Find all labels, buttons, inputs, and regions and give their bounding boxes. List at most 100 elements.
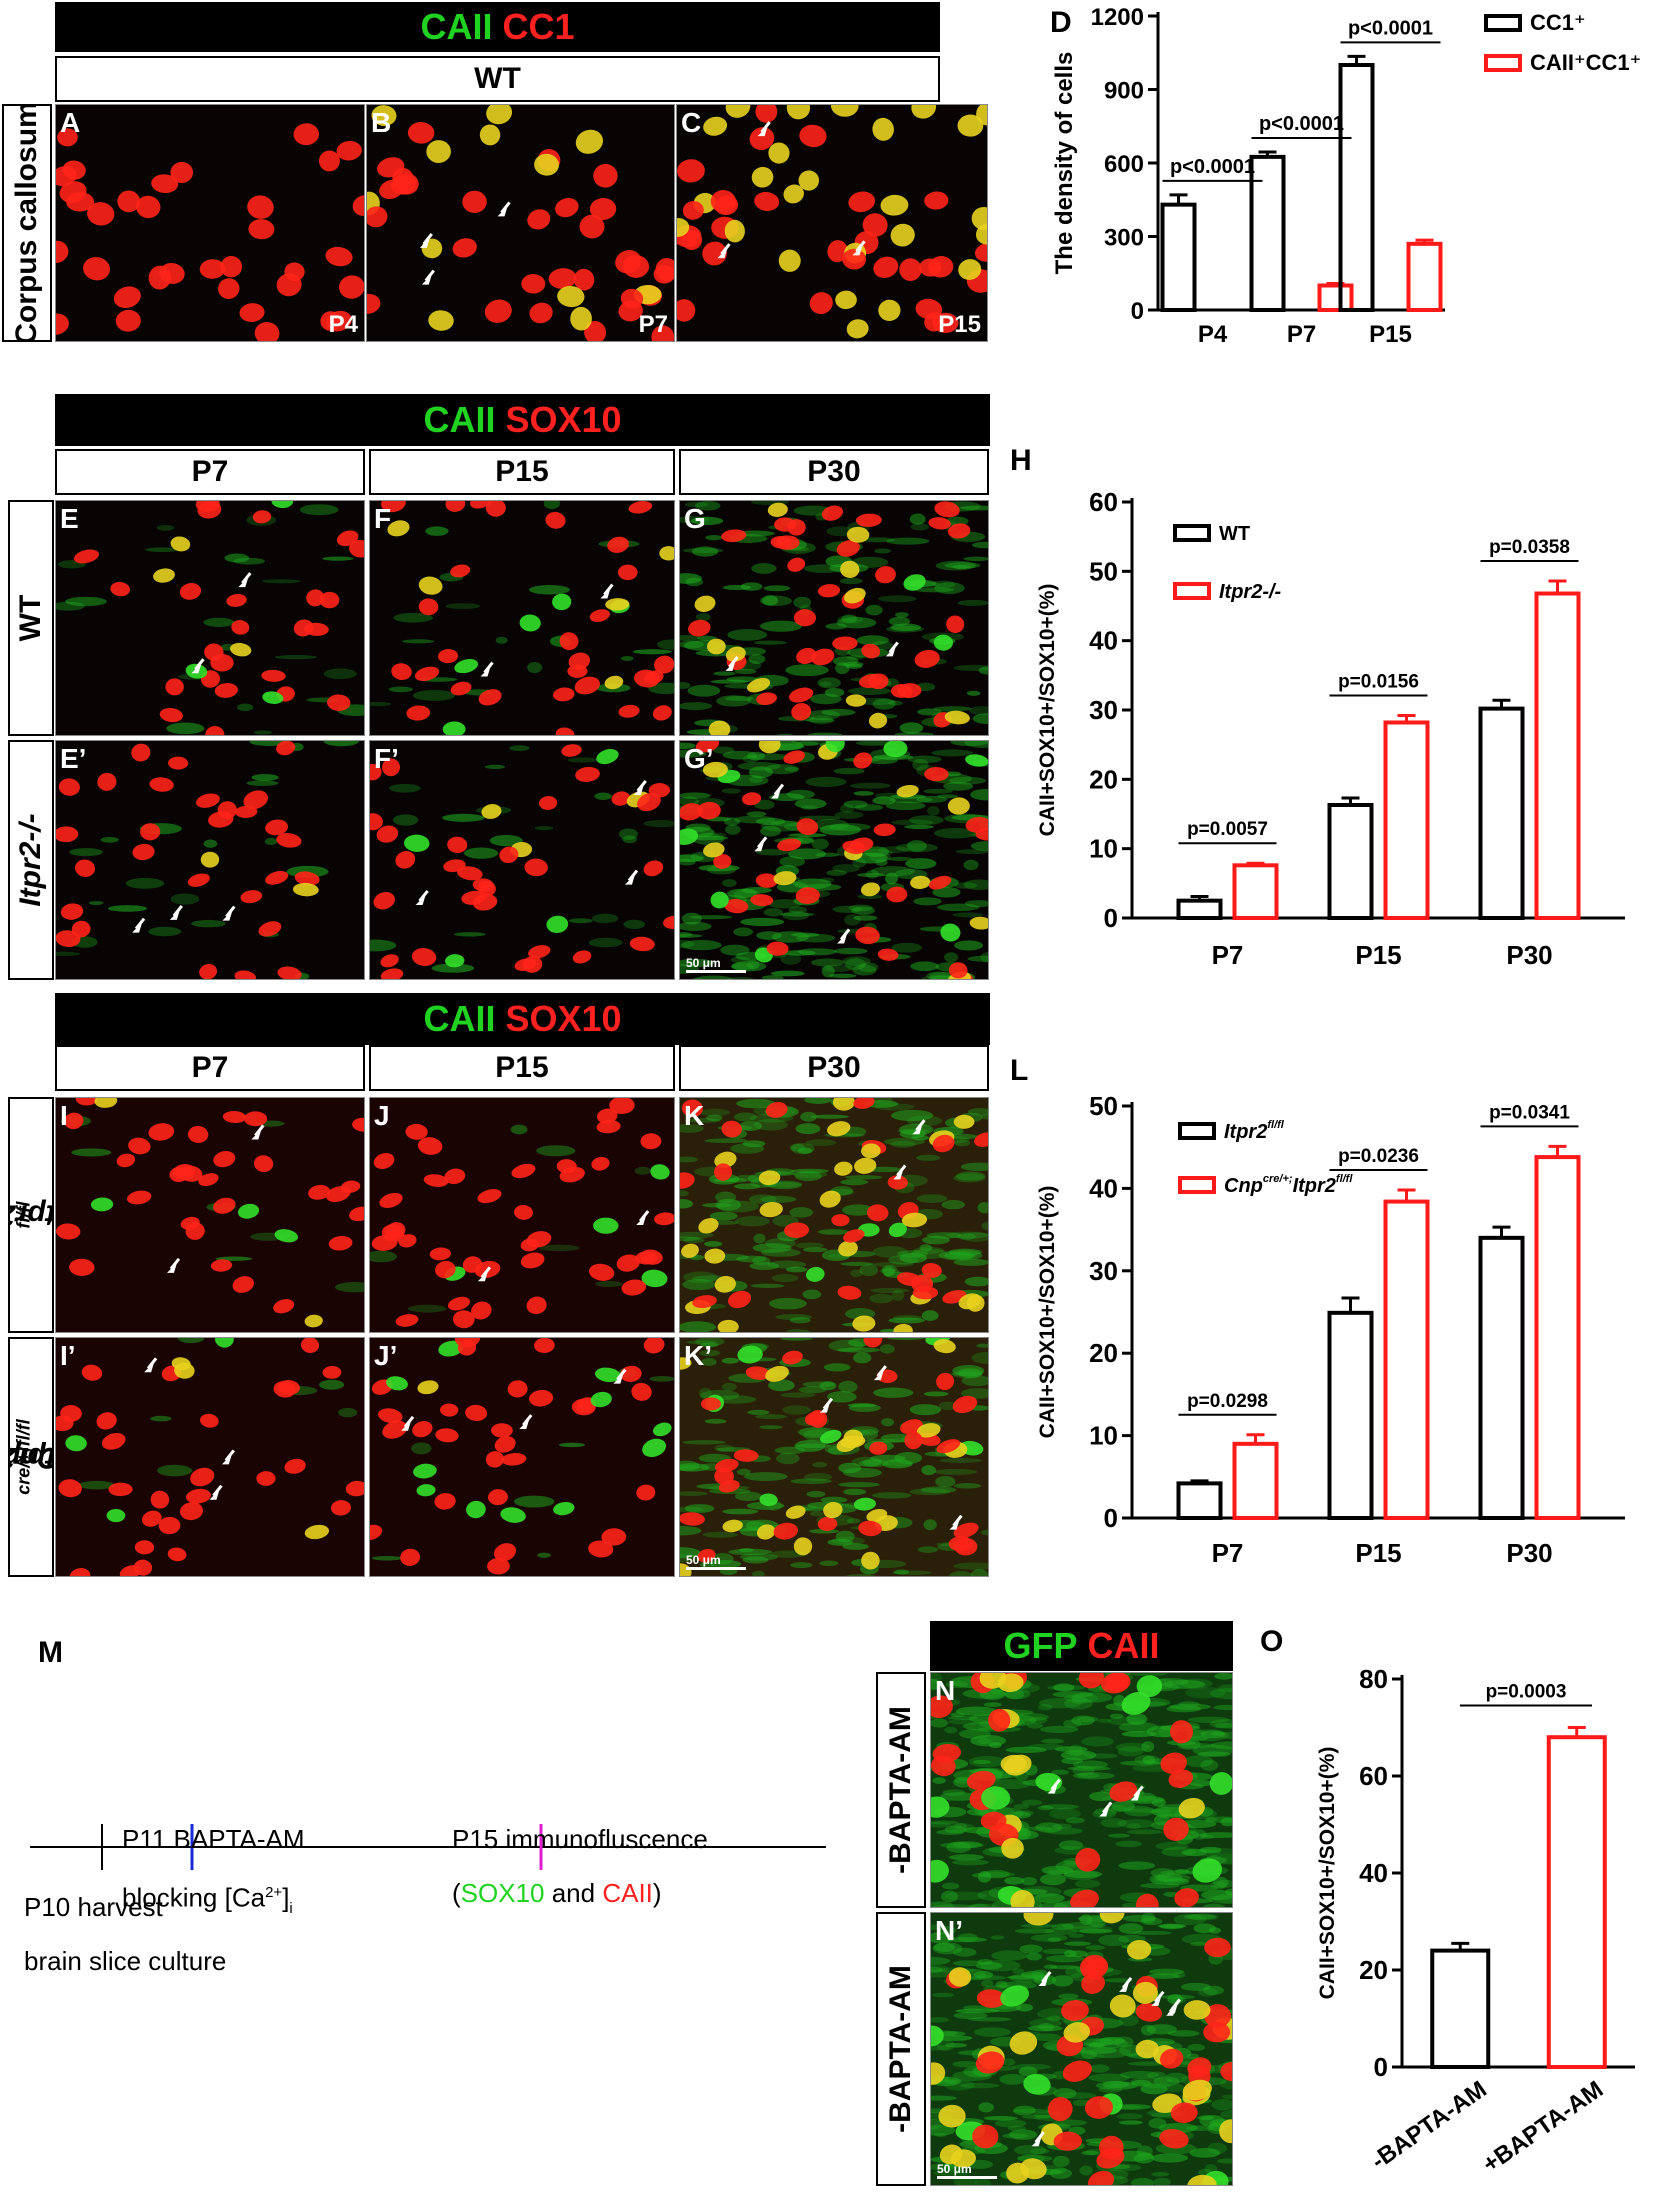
row3-stain-header: CAII SOX10: [55, 993, 990, 1045]
y-tick-label: 60: [1089, 487, 1118, 517]
micrograph-image: [370, 1338, 674, 1575]
significance-label: p=0.0003: [1486, 1682, 1567, 1703]
row2-side-label-ko: Itpr2-/-: [8, 740, 54, 980]
bar: [1478, 706, 1525, 921]
y-tick-label: 30: [1089, 1256, 1118, 1286]
panel-letter: D: [1050, 6, 1072, 39]
bar: [1406, 241, 1443, 313]
micrograph-panel: C P15: [676, 104, 988, 342]
panel-letter: G’: [684, 743, 714, 774]
legend-swatch: [1173, 582, 1211, 600]
micrograph-panel: N’ 50 μm: [930, 1912, 1233, 2186]
timeline-step-p15: P15 immunofluscence (SOX10 and CAII): [452, 1824, 708, 1908]
panel-letter: F: [374, 503, 392, 534]
row2-col-header-3: P30: [679, 449, 989, 495]
y-tick-label: 0: [1374, 2052, 1388, 2082]
significance-label: p=0.0298: [1187, 1391, 1268, 1412]
panel-letter: H: [1010, 444, 1032, 477]
micrograph-panel: I: [55, 1097, 365, 1333]
x-tick-label: P30: [1506, 940, 1552, 970]
micrograph-image: [931, 1913, 1232, 2185]
legend-label: CAII⁺CC1⁺: [1530, 50, 1641, 75]
age-tag: P15: [938, 311, 981, 338]
micrograph-panel: K’ 50 μm: [679, 1337, 989, 1577]
micrograph-image: [370, 501, 674, 735]
y-tick-label: 0: [1131, 298, 1144, 325]
panel-letter: E’: [60, 743, 87, 774]
bar: [1232, 863, 1279, 921]
row1-side-label: Corpus callosum: [2, 104, 52, 342]
panel-letter: A: [60, 107, 81, 138]
micrograph-image: [56, 741, 360, 979]
y-tick-label: 20: [1359, 1955, 1388, 1985]
scale-bar: 50 μm: [686, 1553, 746, 1570]
stain-red-label: SOX10: [505, 399, 622, 440]
bar: [1160, 202, 1197, 312]
significance-label: p<0.0001: [1170, 156, 1255, 178]
y-tick-label: 300: [1104, 225, 1144, 252]
panel-letter: I’: [60, 1340, 76, 1371]
row2-stain-header: CAII SOX10: [55, 394, 990, 446]
panel-letter: G: [684, 503, 706, 534]
y-tick-label: 10: [1089, 1421, 1118, 1451]
bar: [1478, 1235, 1525, 1520]
panel-letter: F’: [374, 743, 399, 774]
timeline-step-p10: P10 harvest brain slice culture: [24, 1892, 227, 1976]
age-tag: P7: [638, 311, 668, 338]
y-axis-label: CAII+SOX10+/SOX10+(%): [1036, 584, 1059, 837]
row3-col-header-1: P7: [55, 1045, 365, 1091]
micrograph-panel: B P7: [366, 104, 675, 342]
bar: [1534, 1155, 1581, 1520]
panel-letter: C: [681, 107, 702, 138]
y-tick-label: 20: [1089, 764, 1118, 794]
stain-green-label: GFP: [1003, 1625, 1078, 1666]
bar: [1327, 802, 1374, 920]
micrograph-image: [677, 105, 987, 339]
legend-swatch: [1484, 54, 1522, 72]
x-tick-label: P15: [1355, 940, 1401, 970]
row1-genotype-box: WT: [55, 56, 940, 102]
timeline-diagram: [30, 1824, 826, 1870]
micrograph-panel: G’ 50 μm: [679, 740, 989, 980]
panel-letter: B: [371, 107, 392, 138]
micrograph-image: [680, 1098, 988, 1332]
chart-d: D 0 300 600 900 1200 The density of cells P4 p<0…: [1050, 4, 1641, 348]
panel-letter-m: M: [38, 1636, 63, 1669]
chart-h: H 0 10 20 30 40 50 60 CAII+SOX10+/SOX10+(%) P7 p=0…: [1010, 444, 1625, 970]
bar: [1317, 283, 1354, 312]
bar: [1546, 1735, 1607, 2069]
bar: [1430, 1948, 1491, 2070]
bar: [1383, 720, 1430, 921]
panel-letter: O: [1260, 1625, 1283, 1658]
bar: [1249, 154, 1286, 312]
y-axis-label: The density of cells: [1051, 52, 1078, 275]
legend-label: Itpr2fl/fl: [1224, 1119, 1285, 1143]
x-tick-label: P4: [1198, 321, 1228, 348]
micrograph-image: [56, 501, 364, 735]
legend-label: Itpr2-/-: [1219, 581, 1282, 603]
row2-col-header-1: P7: [55, 449, 365, 495]
micrograph-panel: E: [55, 500, 365, 736]
stain-red-label: CAII: [1087, 1625, 1160, 1666]
row3-col-header-2: P15: [369, 1045, 675, 1091]
x-tick-label: P7: [1287, 321, 1316, 348]
timeline-step-p11: P11 BAPTA-AM blocking [Ca2+]i: [122, 1824, 305, 1917]
micrograph-panel: F’: [369, 740, 675, 980]
panel-letter: K: [684, 1100, 705, 1131]
row2-col-header-2: P15: [369, 449, 675, 495]
panel-letter: E: [60, 503, 79, 534]
micrograph-panel: G: [679, 500, 989, 736]
micrograph-image: [56, 1098, 364, 1328]
row1-stain-header: CAII CC1: [55, 2, 940, 52]
micrograph-image: [367, 105, 674, 341]
y-tick-label: 20: [1089, 1338, 1118, 1368]
significance-label: p=0.0236: [1338, 1146, 1419, 1167]
y-tick-label: 60: [1359, 1761, 1388, 1791]
scale-bar: 50 μm: [686, 956, 746, 973]
significance-label: p=0.0358: [1489, 537, 1570, 558]
legend-label: WT: [1219, 523, 1250, 545]
micrograph-panel: F: [369, 500, 675, 736]
bar: [1232, 1441, 1279, 1520]
stain-red-label: CC1: [502, 6, 575, 47]
legend-swatch: [1178, 1122, 1216, 1140]
